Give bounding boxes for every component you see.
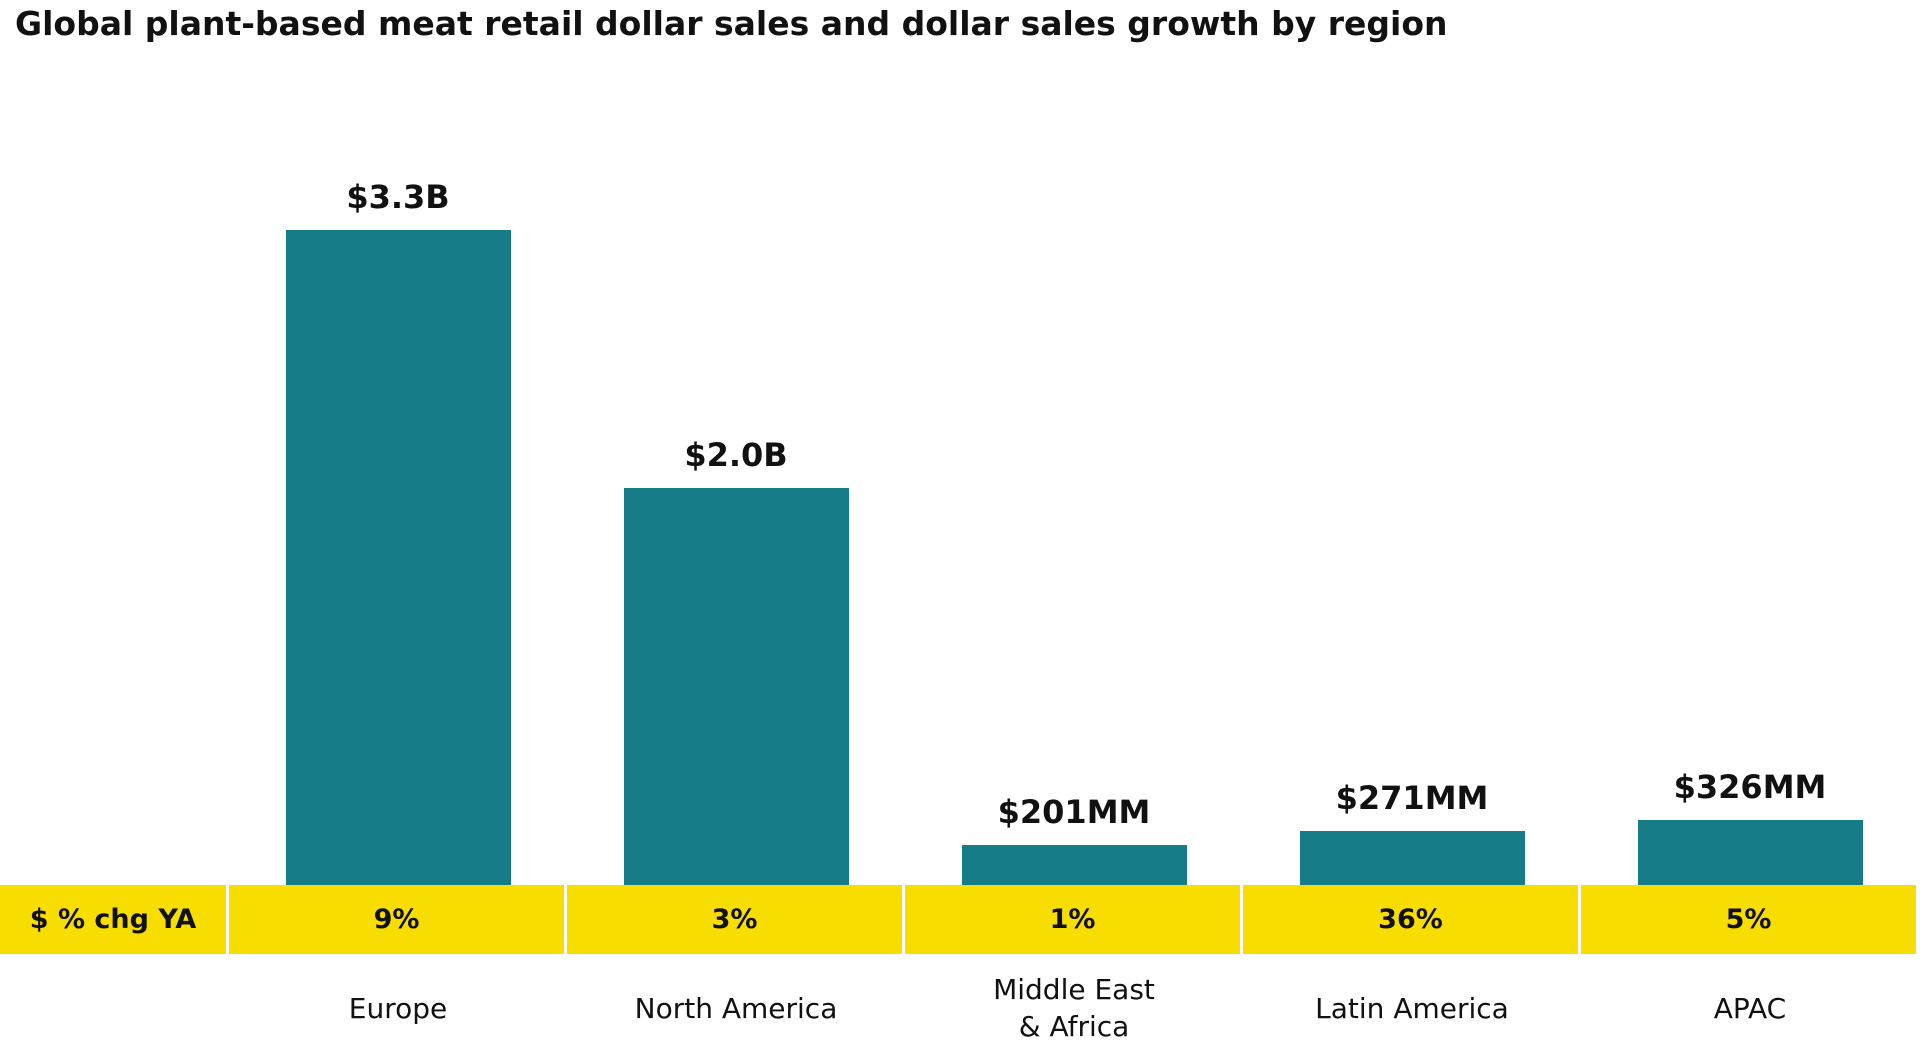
growth-cell: 36%: [1243, 885, 1578, 954]
x-tick-label: Middle East & Africa: [993, 973, 1155, 1043]
bar: [285, 230, 511, 885]
bar: [961, 845, 1187, 885]
chart-title: Global plant-based meat retail dollar sa…: [15, 4, 1448, 43]
value-label: $201MM: [997, 793, 1151, 832]
bar: [1299, 831, 1525, 885]
bar: [1637, 820, 1863, 885]
growth-cell: 9%: [229, 885, 564, 954]
value-label: $326MM: [1673, 768, 1827, 807]
growth-cell: 5%: [1581, 885, 1916, 954]
value-label: $2.0B: [684, 436, 788, 475]
growth-label: 36%: [1378, 904, 1443, 935]
growth-cell: 3%: [567, 885, 902, 954]
x-tick-label: North America: [634, 991, 838, 1025]
growth-cell: 1%: [905, 885, 1240, 954]
bar: [623, 488, 849, 885]
x-tick-label: APAC: [1713, 991, 1787, 1025]
value-label: $271MM: [1335, 779, 1489, 818]
growth-label: 5%: [1725, 904, 1772, 935]
growth-label: 9%: [373, 904, 420, 935]
growth-label: 3%: [711, 904, 758, 935]
growth-label: 1%: [1049, 904, 1096, 935]
growth-header: $ % chg YA: [0, 885, 226, 954]
x-tick-label: Europe: [348, 991, 448, 1025]
x-tick-label: Latin America: [1315, 991, 1509, 1025]
value-label: $3.3B: [346, 178, 450, 216]
